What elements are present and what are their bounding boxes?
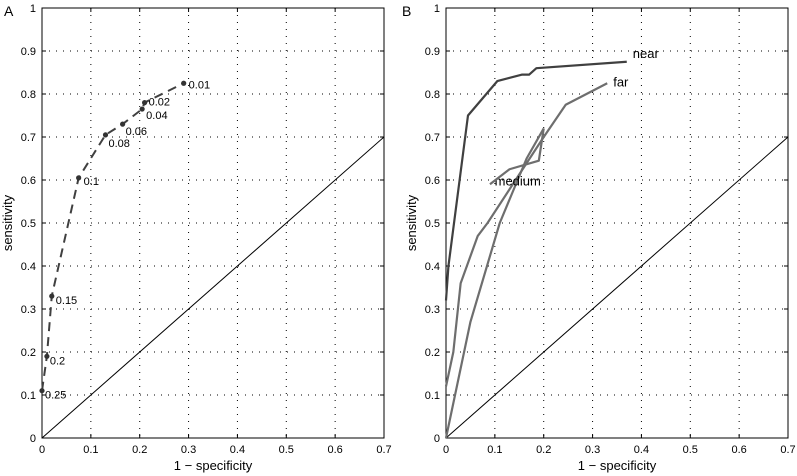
panel-a-y-tick-label: 0.1 xyxy=(21,390,36,402)
panel-b-y-tick-label: 0.8 xyxy=(425,89,440,101)
panel-b-y-tick-label: 0.2 xyxy=(425,347,440,359)
panel-a-x-tick-label: 0.1 xyxy=(83,444,98,456)
panel-a-y-tick-label: 0.2 xyxy=(21,347,36,359)
panel-a-x-tick-label: 0.2 xyxy=(132,444,147,456)
panel-b-plot-frame xyxy=(445,7,789,439)
panel-a-diagonal xyxy=(41,136,385,439)
panel-b: B 0 0.1 0.2 0.3 0.4 0.5 0.6 0.7 0 0.1 0.2 0.3 0.4 0.5… xyxy=(402,3,796,473)
panel-b-ticks: 0 0.1 0.2 0.3 0.4 0.5 0.6 0.7 0 0.1 0.2 0.3 0.4 0.5 0.… xyxy=(425,3,796,456)
panel-a-threshold-point xyxy=(139,106,145,112)
panel-b-y-tick-label: 0.4 xyxy=(425,261,440,273)
panel-a-x-tick-label: 0.7 xyxy=(376,444,391,456)
panel-a-threshold-point xyxy=(142,100,148,106)
panel-a-threshold-label: 0.1 xyxy=(84,176,99,188)
panel-a-threshold-label: 0.25 xyxy=(45,390,66,402)
panel-a-threshold-label: 0.04 xyxy=(146,110,167,122)
panel-a-grid xyxy=(42,8,384,438)
panel-b-y-tick-label: 0.5 xyxy=(425,218,440,230)
panel-a-threshold-point xyxy=(39,388,45,394)
panel-b-y-tick-label: 0.7 xyxy=(425,132,440,144)
panel-a-x-tick-label: 0.4 xyxy=(230,444,245,456)
panel-a-threshold-label: 0.06 xyxy=(126,126,147,138)
panel-b-y-tick-label: 0.3 xyxy=(425,304,440,316)
panel-a-threshold-curve xyxy=(41,82,185,391)
panel-a: A 0 0.1 0.2 0.3 0.4 0.5 0.6 0.7 0 0.1 0.2 0.3 0.4 0.5… xyxy=(0,3,392,473)
panel-b-series-label-far: far xyxy=(613,74,629,89)
panel-a-threshold-label: 0.01 xyxy=(189,79,210,91)
panel-b-diagonal xyxy=(445,136,789,439)
panel-b-y-axis-label: sensitivity xyxy=(404,194,419,251)
panel-a-x-axis-label: 1 − specificity xyxy=(174,458,253,473)
panel-a-letter: A xyxy=(4,3,14,19)
panel-a-threshold-point xyxy=(44,353,50,359)
panel-b-y-tick-label: 0.1 xyxy=(425,390,440,402)
panel-a-threshold-point xyxy=(76,175,82,181)
panel-a-y-tick-label: 0.9 xyxy=(21,46,36,58)
panel-a-threshold-label: 0.15 xyxy=(56,295,77,307)
panel-a-threshold-point xyxy=(49,293,55,299)
panel-b-x-tick-label: 0.5 xyxy=(683,444,698,456)
panel-a-y-tick-label: 0.3 xyxy=(21,304,36,316)
panel-b-series-line-segment xyxy=(489,128,545,186)
panel-b-x-tick-label: 0.4 xyxy=(634,444,649,456)
panel-b-x-tick-label: 0.7 xyxy=(780,444,795,456)
panel-b-y-tick-label: 0.9 xyxy=(425,46,440,58)
panel-a-x-tick-label: 0 xyxy=(39,444,45,456)
panel-a-plot-frame xyxy=(41,7,385,439)
panel-a-chance-diagonal xyxy=(41,136,385,439)
panel-b-x-tick-label: 0.2 xyxy=(536,444,551,456)
panel-a-x-tick-label: 0.6 xyxy=(327,444,342,456)
panel-a-y-tick-label: 0.8 xyxy=(21,89,36,101)
panel-a-y-axis-label: sensitivity xyxy=(0,194,15,251)
panel-b-grid xyxy=(446,8,788,438)
panel-b-series-label-near: near xyxy=(633,46,660,61)
panel-a-y-tick-label: 0.4 xyxy=(21,261,36,273)
panel-a-threshold-point xyxy=(181,80,187,86)
panel-b-x-axis-label: 1 − specificity xyxy=(578,458,657,473)
panel-b-x-tick-label: 0.1 xyxy=(487,444,502,456)
panel-b-x-tick-label: 0.6 xyxy=(731,444,746,456)
panel-a-y-tick-label: 0.5 xyxy=(21,218,36,230)
panel-a-y-tick-label: 0 xyxy=(30,433,36,445)
panel-b-letter: B xyxy=(402,3,411,19)
panel-a-threshold-label: 0.2 xyxy=(50,355,65,367)
panel-b-chance-diagonal xyxy=(445,136,789,439)
panel-a-threshold-label: 0.02 xyxy=(149,97,170,109)
panel-b-y-tick-label: 0 xyxy=(434,433,440,445)
panel-a-threshold-label: 0.08 xyxy=(109,138,130,150)
panel-b-x-tick-label: 0 xyxy=(443,444,449,456)
panel-b-y-tick-label: 1 xyxy=(434,3,440,15)
panel-b-x-tick-label: 0.3 xyxy=(585,444,600,456)
panel-b-series-label-medium: medium xyxy=(495,174,541,189)
panel-a-threshold-point xyxy=(120,121,126,127)
panel-a-y-tick-label: 0.7 xyxy=(21,132,36,144)
panel-b-series-line-far xyxy=(444,82,608,387)
panel-b-series-line-near xyxy=(444,60,627,301)
panel-a-y-tick-label: 0.6 xyxy=(21,175,36,187)
panel-a-x-tick-label: 0.3 xyxy=(181,444,196,456)
panel-b-series-line-medium xyxy=(444,127,545,439)
panel-a-ticks: 0 0.1 0.2 0.3 0.4 0.5 0.6 0.700.10.20.30.40.50.… xyxy=(21,3,392,456)
panel-a-threshold-point xyxy=(102,132,109,138)
panel-a-x-tick-label: 0.5 xyxy=(279,444,294,456)
panel-a-series: 0.25 0.2 0.15 0.1 0.080.06 0.040.02 0.01 xyxy=(39,79,210,402)
panel-a-y-tick-label: 1 xyxy=(30,3,36,15)
panel-b-y-tick-label: 0.6 xyxy=(425,175,440,187)
